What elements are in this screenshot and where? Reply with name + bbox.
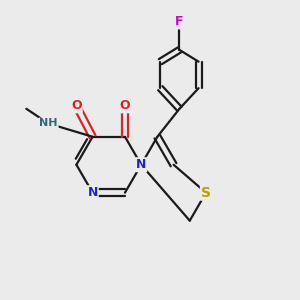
Text: S: S	[201, 186, 211, 200]
Text: O: O	[71, 99, 82, 112]
Text: N: N	[87, 186, 98, 199]
Text: NH: NH	[39, 118, 58, 128]
Text: F: F	[175, 15, 184, 28]
Text: N: N	[136, 158, 146, 171]
Text: O: O	[120, 99, 130, 112]
